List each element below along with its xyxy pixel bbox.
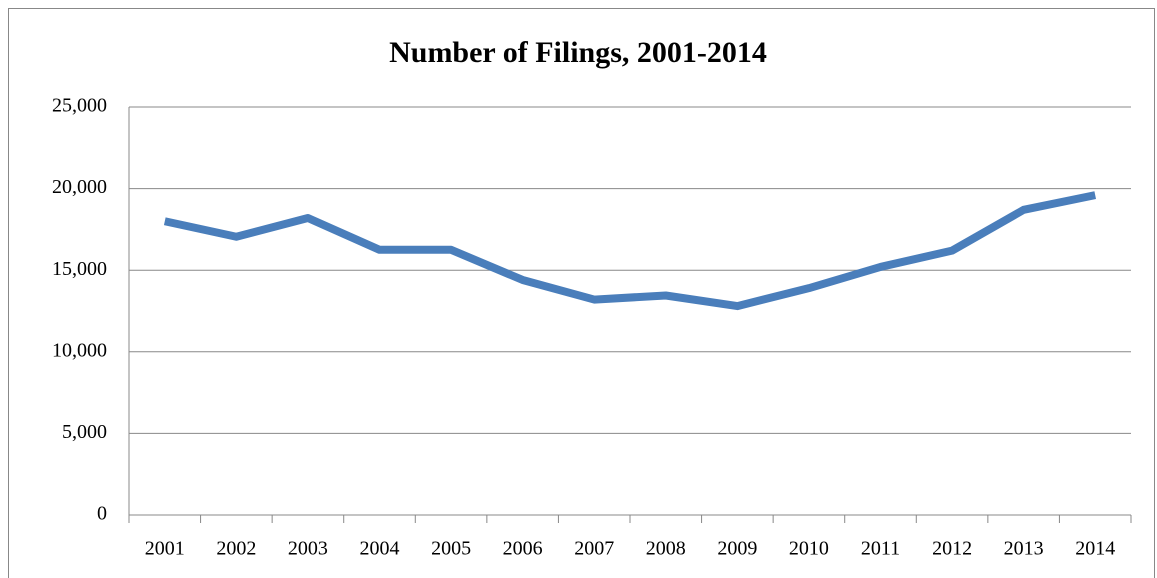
x-tick-label: 2012: [932, 538, 972, 560]
y-tick-label: 0: [97, 503, 107, 525]
x-tick-label: 2007: [574, 538, 614, 560]
x-tick-label: 2013: [1004, 538, 1044, 560]
x-tick-label: 2008: [646, 538, 686, 560]
x-tick-label: 2011: [861, 538, 900, 560]
line-series: [163, 191, 1097, 311]
x-tick-label: 2010: [789, 538, 829, 560]
x-tick-label: 2003: [288, 538, 328, 560]
chart-frame: [8, 8, 1155, 578]
x-tick-label: 2006: [503, 538, 543, 560]
x-tick-label: 2001: [145, 538, 185, 560]
x-tick-label: 2005: [431, 538, 471, 560]
y-tick-label: 15,000: [52, 258, 107, 280]
x-tick-label: 2002: [216, 538, 256, 560]
x-tick-label: 2009: [717, 538, 757, 560]
y-tick-label: 10,000: [52, 339, 107, 361]
y-tick-label: 25,000: [52, 95, 107, 117]
x-tick-label: 2004: [360, 538, 400, 560]
x-tick-label: 2014: [1075, 538, 1115, 560]
y-tick-label: 20,000: [52, 176, 107, 198]
y-tick-label: 5,000: [62, 421, 107, 443]
chart-title: Number of Filings, 2001-2014: [389, 36, 767, 69]
